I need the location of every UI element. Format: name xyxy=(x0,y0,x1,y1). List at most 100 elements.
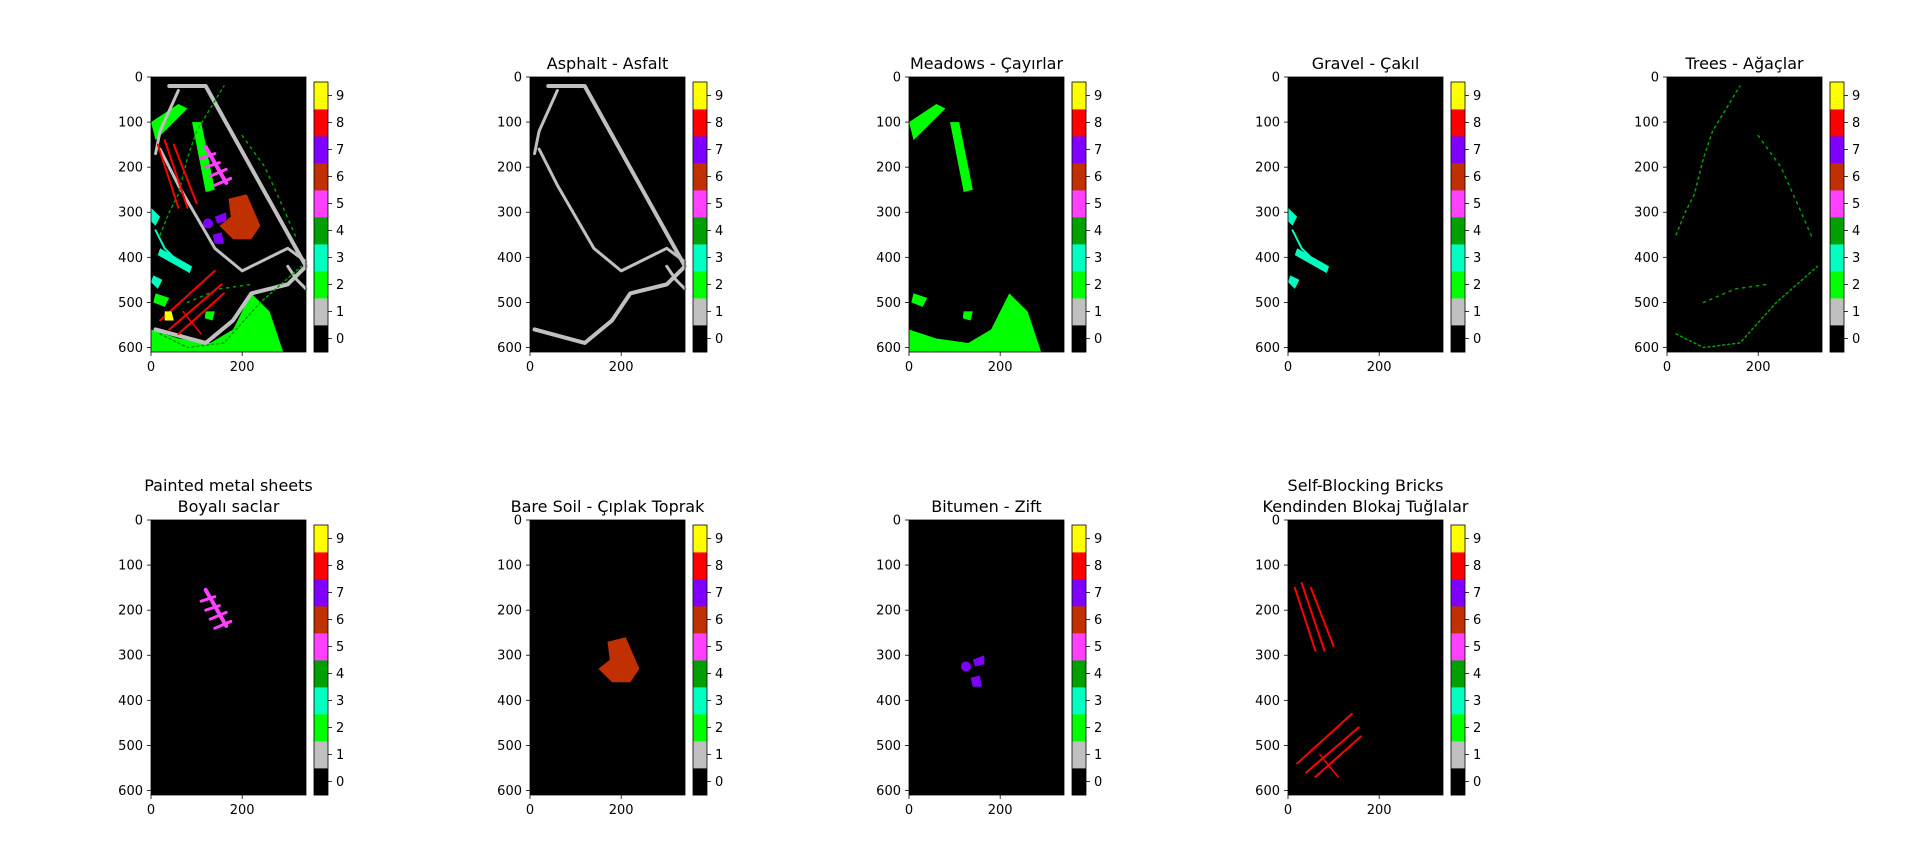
colorbar-segment-8 xyxy=(693,552,707,580)
subplot-0-class-8-region-5 xyxy=(177,292,225,335)
y-tick-label: 200 xyxy=(497,604,522,619)
colorbar-segment-8 xyxy=(1451,552,1465,580)
y-tick-label: 200 xyxy=(1255,161,1280,176)
axes-frame xyxy=(529,519,686,796)
colorbar-tick-label: 4 xyxy=(715,224,723,239)
image-background xyxy=(530,520,685,795)
colorbar-tick-label: 7 xyxy=(336,143,344,158)
colorbar-tick-label: 3 xyxy=(1473,251,1481,266)
colorbar-segment-9 xyxy=(314,525,328,553)
subplot-7: Bitumen - Zift 0 100 200 300 400 500 600 0 200 0 1 2… xyxy=(876,497,1102,818)
subplot-4-class-4-region-1 xyxy=(1675,265,1819,349)
colorbar-segment-0 xyxy=(1830,325,1844,353)
y-tick-label: 100 xyxy=(1255,116,1280,131)
y-tick-label: 200 xyxy=(1255,604,1280,619)
colorbar-tick-label: 8 xyxy=(1852,116,1860,131)
colorbar-tick-label: 1 xyxy=(336,305,344,320)
y-tick-label: 500 xyxy=(1255,739,1280,754)
y-tick-label: 100 xyxy=(876,116,901,131)
colorbar-tick-label: 6 xyxy=(336,170,344,185)
colorbar-segment-5 xyxy=(314,633,328,661)
subplot-0-class-7-region-2 xyxy=(212,232,224,244)
colorbar-segment-9 xyxy=(1830,82,1844,110)
image-background xyxy=(909,520,1064,795)
colorbar-frame xyxy=(313,524,329,796)
x-tick-label: 200 xyxy=(609,360,634,375)
colorbar-segment-3 xyxy=(1072,244,1086,272)
colorbar-tick-label: 0 xyxy=(1094,775,1102,790)
subplot-8-class-8-region-1 xyxy=(1300,582,1326,652)
colorbar-segment-7 xyxy=(1830,136,1844,164)
axes-frame xyxy=(908,76,1065,353)
colorbar-tick-label: 5 xyxy=(1852,197,1860,212)
colorbar-tick-label: 3 xyxy=(715,251,723,266)
colorbar-tick-label: 1 xyxy=(1852,305,1860,320)
y-tick-label: 300 xyxy=(1255,206,1280,221)
subplot-title: Boyalı saclar xyxy=(178,497,280,516)
y-tick-label: 300 xyxy=(1634,206,1659,221)
x-tick-label: 200 xyxy=(1367,360,1392,375)
colorbar-tick-label: 4 xyxy=(1094,224,1102,239)
colorbar-tick-label: 5 xyxy=(715,640,723,655)
colorbar-tick-label: 7 xyxy=(1473,586,1481,601)
y-tick-label: 300 xyxy=(497,649,522,664)
subplot-2-class-2-region-2 xyxy=(909,293,1042,352)
x-tick-label: 0 xyxy=(526,803,534,818)
colorbar-tick-label: 2 xyxy=(1094,278,1102,293)
axes-frame xyxy=(529,76,686,353)
subplot-1-class-1-region-3 xyxy=(665,264,687,291)
subplot-8: Self-Blocking Bricks Kendinden Blokaj Tuğ… xyxy=(1255,476,1481,818)
colorbar-frame xyxy=(692,524,708,796)
colorbar-tick-label: 2 xyxy=(1473,721,1481,736)
colorbar-segment-5 xyxy=(1072,633,1086,661)
y-tick-label: 0 xyxy=(893,71,901,86)
axes-frame xyxy=(1287,519,1444,796)
colorbar-tick-label: 7 xyxy=(336,586,344,601)
colorbar-tick-label: 2 xyxy=(1852,278,1860,293)
colorbar-tick-label: 0 xyxy=(1852,332,1860,347)
subplot-3: Gravel - Çakıl 0 100 200 300 400 500 600 0 200 0 1 2… xyxy=(1255,54,1481,375)
colorbar-tick-label: 5 xyxy=(1473,197,1481,212)
colorbar-tick-label: 3 xyxy=(1852,251,1860,266)
y-tick-label: 200 xyxy=(118,604,143,619)
colorbar-tick-label: 3 xyxy=(336,694,344,709)
y-tick-label: 400 xyxy=(1255,251,1280,266)
subplot-2-class-2-region-0 xyxy=(909,104,946,141)
colorbar-tick-label: 7 xyxy=(1852,143,1860,158)
colorbar-tick-label: 6 xyxy=(715,613,723,628)
subplot-4-class-4-region-0 xyxy=(1675,85,1741,236)
colorbar-tick-label: 2 xyxy=(1473,278,1481,293)
subplot-5-class-5-region-1 xyxy=(199,595,217,603)
y-tick-label: 500 xyxy=(876,296,901,311)
image-background xyxy=(1288,77,1443,352)
colorbar-segment-3 xyxy=(314,244,328,272)
colorbar-tick-label: 6 xyxy=(336,613,344,628)
colorbar-tick-label: 2 xyxy=(1094,721,1102,736)
colorbar-tick-label: 4 xyxy=(1473,667,1481,682)
colorbar-tick-label: 6 xyxy=(1094,170,1102,185)
subplot-0-class-1-region-3 xyxy=(286,264,308,291)
x-tick-label: 200 xyxy=(988,360,1013,375)
y-tick-label: 0 xyxy=(1272,514,1280,529)
subplot-5-class-5-region-3 xyxy=(208,610,228,621)
subplot-4-class-4-region-3 xyxy=(1702,283,1769,304)
y-tick-label: 500 xyxy=(1255,296,1280,311)
colorbar-segment-7 xyxy=(1072,579,1086,607)
colorbar-tick-label: 9 xyxy=(1094,532,1102,547)
colorbar-tick-label: 4 xyxy=(1094,667,1102,682)
subplot-1-class-1-region-2 xyxy=(537,147,687,273)
y-tick-label: 400 xyxy=(876,251,901,266)
colorbar-segment-2 xyxy=(1072,714,1086,742)
subplot-0-class-8-region-2 xyxy=(172,143,198,205)
subplot-0-class-4-region-0 xyxy=(159,85,225,236)
colorbar-segment-3 xyxy=(693,687,707,715)
colorbar-segment-5 xyxy=(314,190,328,218)
x-tick-label: 200 xyxy=(1746,360,1771,375)
subplot-title: Kendinden Blokaj Tuğlalar xyxy=(1263,497,1469,516)
image-background xyxy=(1288,520,1443,795)
colorbar-segment-9 xyxy=(1451,82,1465,110)
y-tick-label: 300 xyxy=(118,649,143,664)
colorbar-tick-label: 9 xyxy=(336,532,344,547)
y-tick-label: 400 xyxy=(118,251,143,266)
colorbar-segment-1 xyxy=(1072,741,1086,769)
